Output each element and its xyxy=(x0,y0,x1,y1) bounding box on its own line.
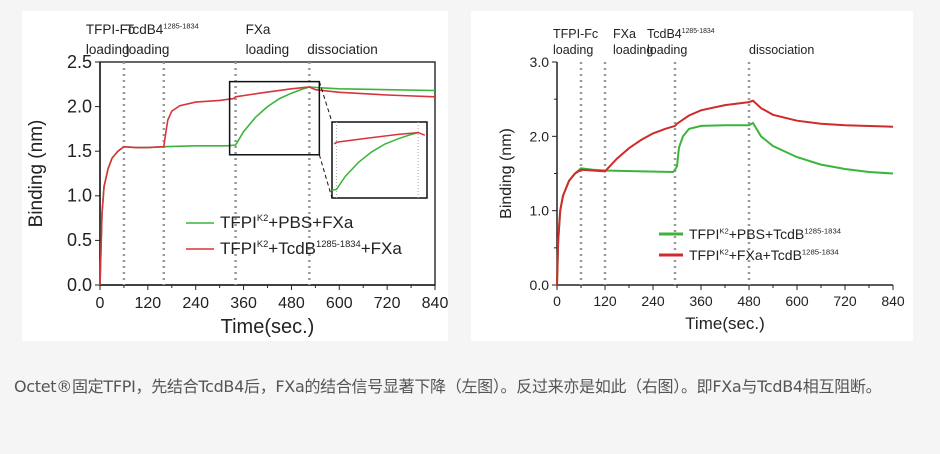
inset-series-line xyxy=(331,131,419,192)
x-tick-label: 600 xyxy=(326,295,353,312)
y-tick-label: 2.5 xyxy=(67,52,92,72)
text-run: TcdB4 xyxy=(126,22,164,37)
zoom-connector xyxy=(318,81,333,123)
legend-label: TFPIK2+TcdB1285-1834+FXa xyxy=(220,239,402,258)
legend-label: TFPIK2+FXa+TcdB1285-1834 xyxy=(689,247,839,263)
y-tick-label: 0.0 xyxy=(530,277,550,293)
series-line xyxy=(556,99,894,286)
superscript: K2 xyxy=(719,226,728,235)
text-run: +TcdB xyxy=(268,239,316,258)
y-axis-label: Binding (nm) xyxy=(26,120,47,228)
phase-label-step: loading xyxy=(553,43,593,57)
phase-label-title: FXa xyxy=(246,22,271,37)
x-tick-label: 480 xyxy=(737,293,761,309)
phase-label-title: FXa xyxy=(613,27,636,41)
x-tick-label: 240 xyxy=(641,293,665,309)
text-run: TcdB4 xyxy=(647,27,682,41)
text-run: FXa xyxy=(613,27,636,41)
text-run: TFPI xyxy=(220,239,257,258)
x-tick-label: 0 xyxy=(96,295,105,312)
y-tick-label: 3.0 xyxy=(530,54,550,70)
x-axis-label: Time(sec.) xyxy=(221,316,315,338)
phase-label-title: TcdB41285-1834 xyxy=(126,22,199,37)
figure-caption: Octet®固定TFPI，先结合TcdB4后，FXa的结合信号显著下降（左图）。… xyxy=(14,377,882,396)
superscript: 1285-1834 xyxy=(316,239,361,249)
phase-label-step: dissociation xyxy=(307,42,378,57)
x-tick-label: 720 xyxy=(833,293,857,309)
series-line xyxy=(556,121,894,286)
x-tick-label: 360 xyxy=(230,295,257,312)
y-tick-label: 2.0 xyxy=(530,128,550,144)
inset-series-line xyxy=(333,131,426,145)
phase-label-step: loading xyxy=(647,43,687,57)
x-axis-label: Time(sec.) xyxy=(685,314,765,333)
right-chart-panel: 0 120 240 360 480 600 720 840 0.0 1.0 2.0 3.0 Time(s… xyxy=(471,11,913,341)
phase-label-step: loading xyxy=(246,42,290,57)
phase-label-step: loading xyxy=(613,43,653,57)
phase-label-step: dissociation xyxy=(749,43,814,57)
x-tick-label: 720 xyxy=(374,295,401,312)
x-tick-label: 840 xyxy=(881,293,905,309)
series-line xyxy=(99,86,436,286)
x-tick-label: 120 xyxy=(593,293,617,309)
superscript: 1285-1834 xyxy=(682,28,715,35)
text-run: +PBS+TcdB xyxy=(729,226,805,242)
text-run: TFPI xyxy=(689,226,719,242)
text-run: TFPI-Fc xyxy=(553,27,598,41)
superscript: 1285-1834 xyxy=(802,247,839,256)
legend-label: TFPIK2+PBS+TcdB1285-1834 xyxy=(689,226,842,242)
phase-label-title: TFPI-Fc xyxy=(553,27,598,41)
text-run: +FXa+TcdB xyxy=(729,247,802,263)
zoom-connector xyxy=(318,154,333,199)
superscript: 1285-1834 xyxy=(163,22,198,31)
y-axis-label: Binding (nm) xyxy=(498,128,515,219)
x-tick-label: 600 xyxy=(785,293,809,309)
superscript: 1285-1834 xyxy=(804,226,841,235)
right-binding-chart: 0 120 240 360 480 600 720 840 0.0 1.0 2.0 3.0 Time(s… xyxy=(498,27,905,333)
text-run: +FXa xyxy=(361,239,403,258)
legend-label: TFPIK2+PBS+FXa xyxy=(220,213,354,232)
y-tick-label: 1.0 xyxy=(67,186,92,206)
y-tick-label: 2.0 xyxy=(67,96,92,116)
left-chart-panel: 0 120 240 360 480 600 720 840 0.0 0.5 1.0 1.5 2.0 2.5… xyxy=(22,11,448,341)
x-tick-label: 360 xyxy=(689,293,713,309)
superscript: K2 xyxy=(257,213,268,223)
phase-label-title: TFPI-Fc xyxy=(86,22,135,37)
zoom-region-box xyxy=(228,80,321,156)
y-tick-label: 1.0 xyxy=(530,203,550,219)
superscript: K2 xyxy=(719,247,728,256)
x-tick-label: 480 xyxy=(278,295,305,312)
phase-label-step: loading xyxy=(126,42,170,57)
superscript: K2 xyxy=(257,239,268,249)
y-tick-label: 0.5 xyxy=(67,230,92,250)
text-run: TFPI xyxy=(689,247,719,263)
x-tick-label: 840 xyxy=(422,295,448,312)
text-run: TFPI-Fc xyxy=(86,22,135,37)
phase-label-step: loading xyxy=(86,42,130,57)
x-tick-label: 0 xyxy=(553,293,561,309)
y-tick-label: 0.0 xyxy=(67,275,92,295)
x-tick-label: 240 xyxy=(182,295,209,312)
y-tick-label: 1.5 xyxy=(67,141,92,161)
text-run: FXa xyxy=(246,22,271,37)
text-run: TFPI xyxy=(220,213,257,232)
phase-label-title: TcdB41285-1834 xyxy=(647,27,715,41)
x-tick-label: 120 xyxy=(135,295,162,312)
text-run: +PBS+FXa xyxy=(268,213,354,232)
left-binding-chart: 0 120 240 360 480 600 720 840 0.0 0.5 1.0 1.5 2.0 2.5… xyxy=(26,22,448,338)
